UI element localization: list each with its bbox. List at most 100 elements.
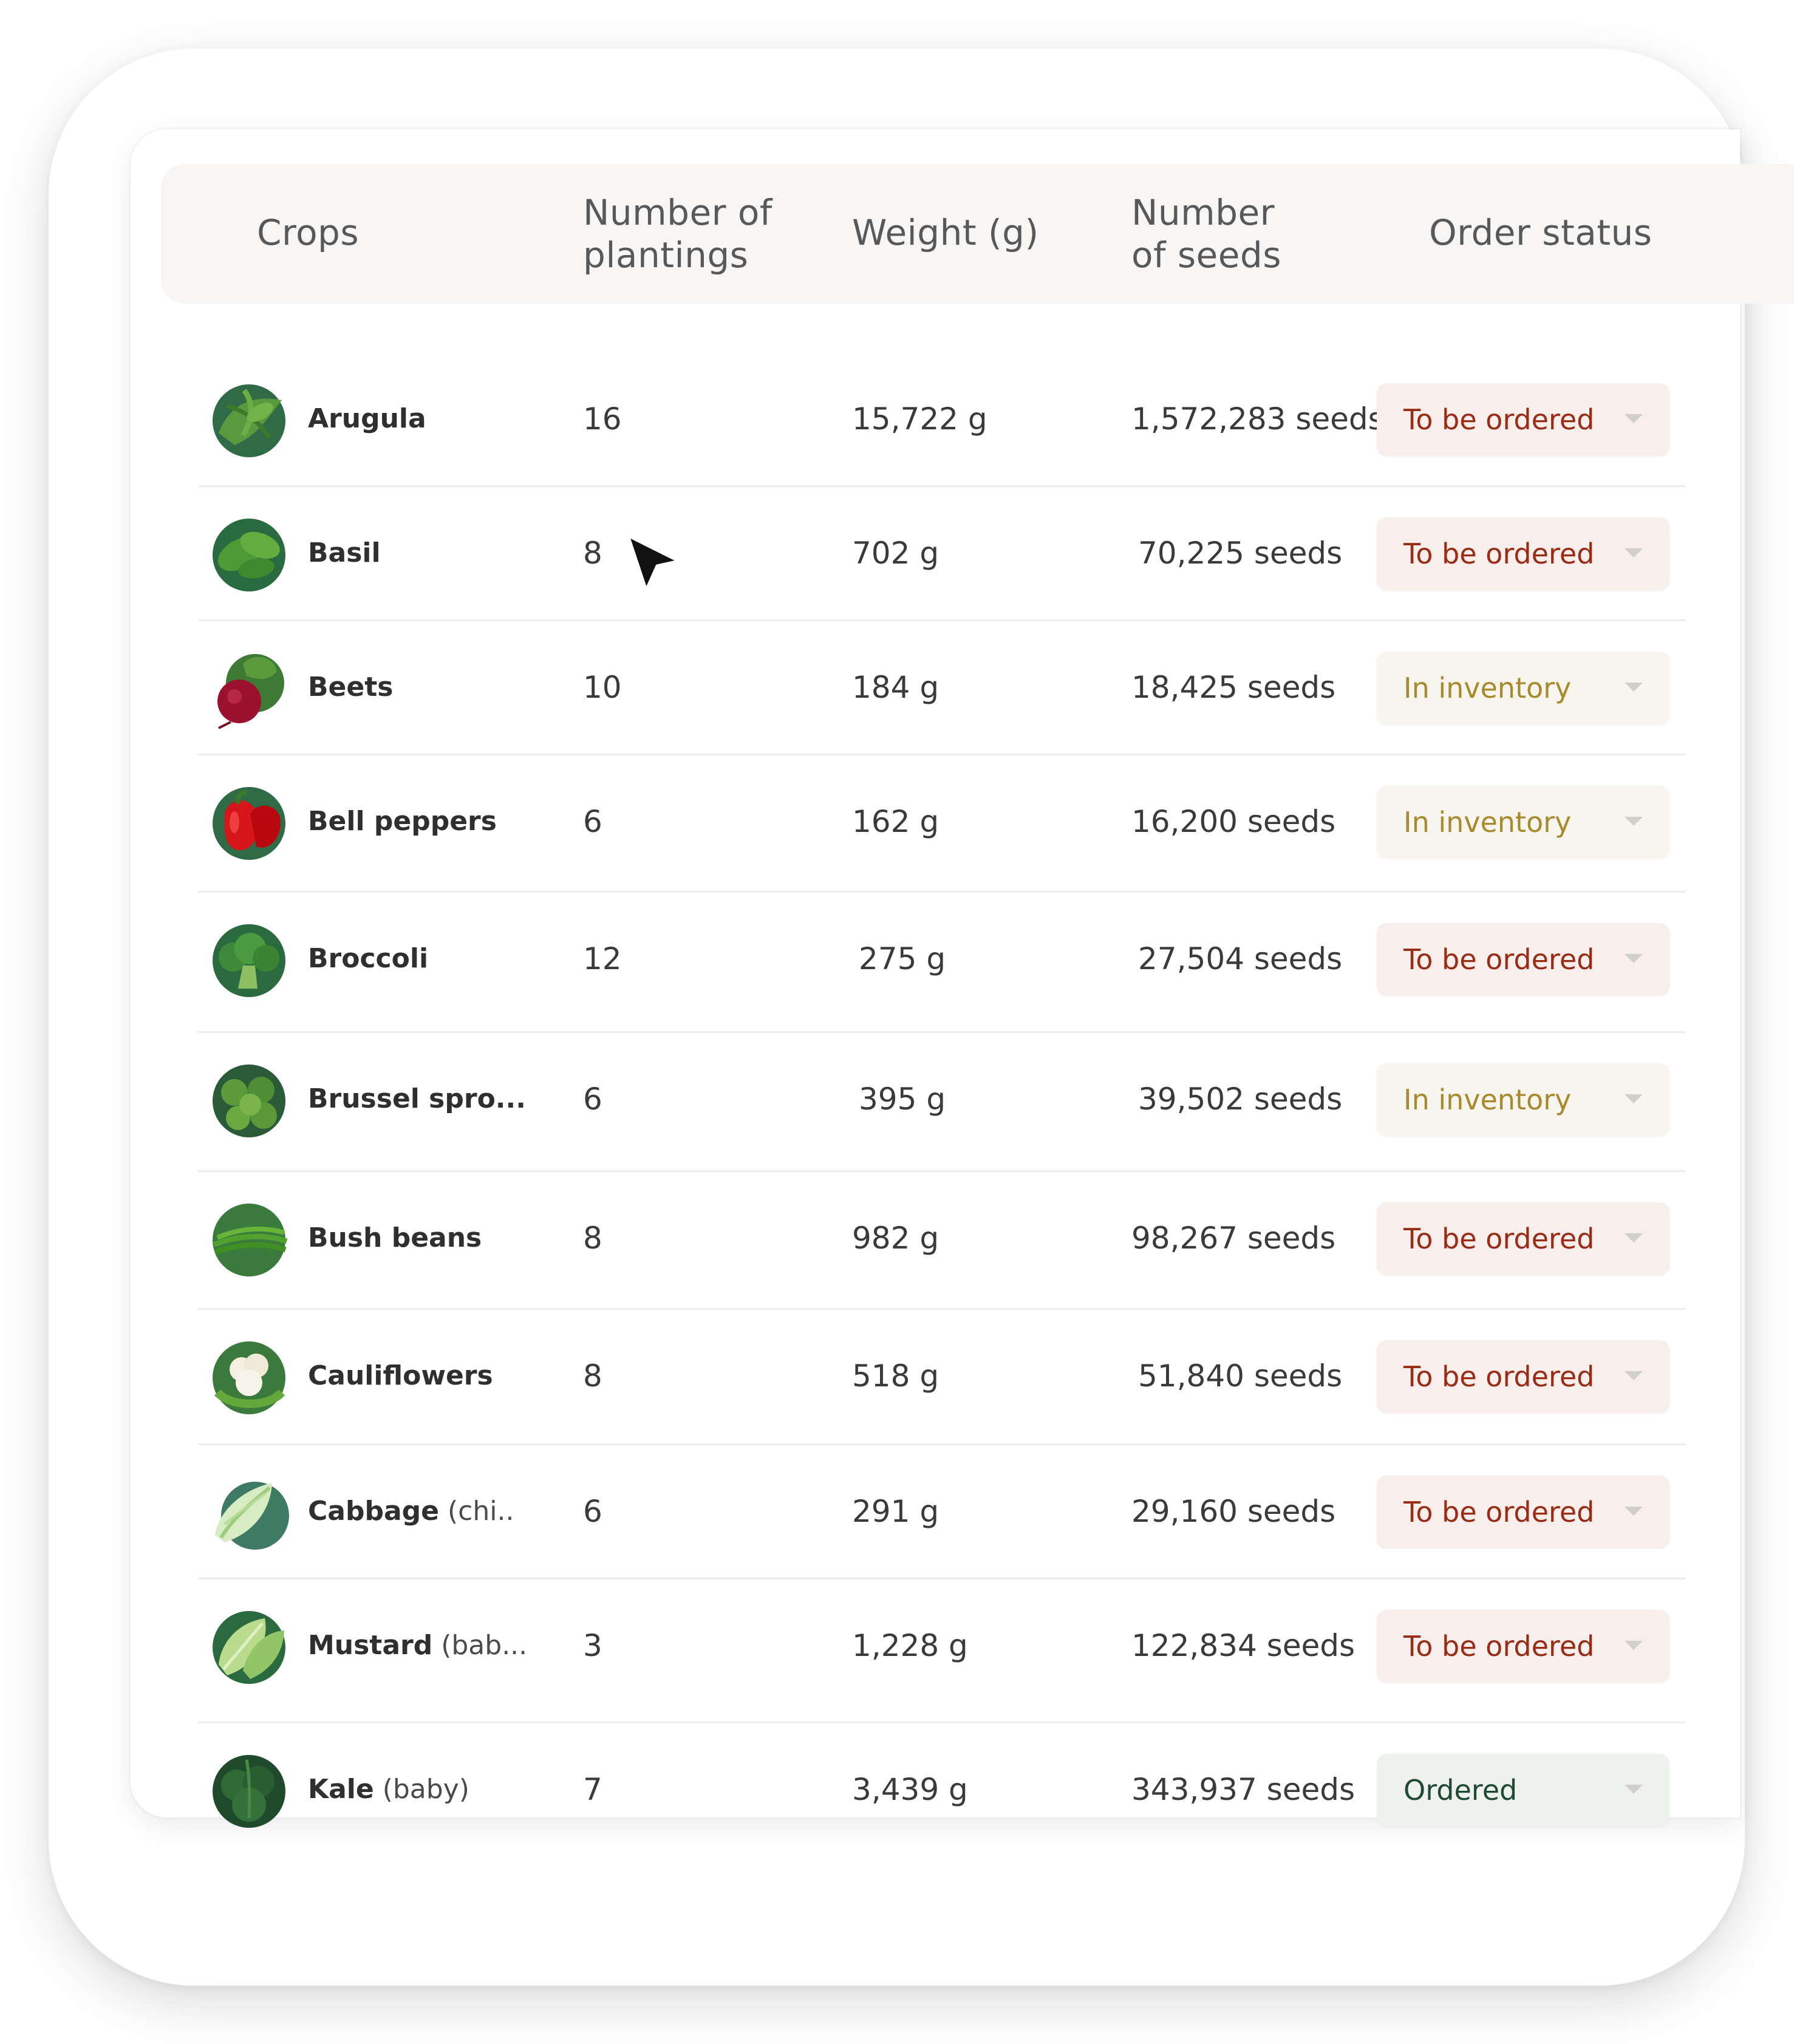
crop-name-main: Broccoli bbox=[308, 943, 429, 974]
crop-name-qualifier: (baby) bbox=[373, 1774, 469, 1805]
row-divider bbox=[198, 619, 1686, 621]
table-row[interactable]: Cauliflowers 8 518 g 51,840 seeds To be orde… bbox=[0, 0, 1794, 1445]
table-row[interactable]: Bush beans 8 982 g 98,267 seeds To be ordere… bbox=[0, 0, 1794, 1310]
order-status-dropdown[interactable]: In inventory bbox=[1377, 652, 1670, 724]
seeds-cell: 51,840 seeds bbox=[1138, 1358, 1343, 1394]
order-status-label: To be ordered bbox=[1403, 403, 1595, 436]
table-row[interactable]: Basil 8 702 g 70,225 seeds To be ordered bbox=[0, 0, 1794, 621]
row-divider bbox=[198, 1170, 1686, 1172]
seeds-cell: 343,937 seeds bbox=[1131, 1772, 1356, 1807]
order-status-label: Ordered bbox=[1403, 1774, 1518, 1807]
crop-name-main: Beets bbox=[308, 672, 394, 703]
plantings-cell: 8 bbox=[583, 536, 602, 571]
arugula-icon bbox=[213, 384, 285, 457]
crop-name[interactable]: Broccoli bbox=[308, 943, 428, 974]
crop-name[interactable]: Brussel spro... bbox=[308, 1083, 526, 1114]
order-status-dropdown[interactable]: To be ordered bbox=[1377, 1202, 1670, 1275]
chevron-down-icon[interactable] bbox=[1625, 1507, 1643, 1516]
chevron-down-icon[interactable] bbox=[1625, 1641, 1643, 1650]
seeds-cell: 122,834 seeds bbox=[1131, 1628, 1356, 1663]
chevron-down-icon[interactable] bbox=[1625, 548, 1643, 557]
crop-name-main: Mustard bbox=[308, 1630, 433, 1661]
crop-name[interactable]: Beets bbox=[308, 672, 393, 703]
seeds-cell: 16,200 seeds bbox=[1131, 804, 1336, 839]
order-status-dropdown[interactable]: To be ordered bbox=[1377, 1476, 1670, 1548]
crop-name[interactable]: Mustard (bab... bbox=[308, 1630, 527, 1661]
order-status-dropdown[interactable]: To be ordered bbox=[1377, 517, 1670, 590]
chevron-down-icon[interactable] bbox=[1625, 1371, 1643, 1380]
beet-icon bbox=[217, 654, 284, 729]
row-divider bbox=[198, 1308, 1686, 1310]
table-row[interactable]: Broccoli 12 275 g 27,504 seeds To be ordered bbox=[0, 0, 1794, 1033]
order-status-dropdown[interactable]: To be ordered bbox=[1377, 923, 1670, 996]
basil-icon bbox=[213, 519, 285, 591]
crop-name[interactable]: Cauliflowers bbox=[308, 1360, 493, 1391]
crop-name-main: Cauliflowers bbox=[308, 1360, 493, 1391]
plantings-cell: 12 bbox=[583, 941, 622, 976]
weight-cell: 702 g bbox=[852, 536, 940, 571]
bush-beans-icon bbox=[213, 1204, 288, 1276]
kale-icon bbox=[213, 1755, 285, 1828]
weight-cell: 162 g bbox=[852, 804, 940, 839]
table-row[interactable]: Beets 10 184 g 18,425 seeds In inventory bbox=[0, 0, 1794, 755]
crop-name-main: Brussel spro... bbox=[308, 1083, 526, 1114]
table-row[interactable]: Mustard (bab... 3 1,228 g 122,834 seeds To b… bbox=[0, 0, 1794, 1723]
order-status-dropdown[interactable]: In inventory bbox=[1377, 786, 1670, 859]
order-status-dropdown[interactable]: To be ordered bbox=[1377, 1340, 1670, 1413]
chevron-down-icon[interactable] bbox=[1625, 817, 1643, 826]
table-row[interactable]: Kale (baby) 7 3,439 g 343,937 seeds Ordered bbox=[0, 0, 1794, 1828]
seeds-cell: 29,160 seeds bbox=[1131, 1494, 1336, 1529]
brussel-sprouts-icon bbox=[213, 1065, 285, 1137]
row-divider bbox=[198, 1578, 1686, 1579]
weight-cell: 395 g bbox=[859, 1082, 946, 1117]
order-status-label: In inventory bbox=[1403, 672, 1572, 704]
table-row[interactable]: Arugula 16 15,722 g 1,572,283 seeds To be or… bbox=[0, 0, 1794, 487]
plantings-cell: 6 bbox=[583, 804, 602, 839]
crop-name[interactable]: Arugula bbox=[308, 403, 426, 434]
row-divider bbox=[198, 1031, 1686, 1033]
plantings-cell: 3 bbox=[583, 1628, 602, 1663]
column-header-crops[interactable]: Crops bbox=[257, 212, 360, 253]
chevron-down-icon[interactable] bbox=[1625, 1094, 1643, 1103]
crop-name[interactable]: Bell peppers bbox=[308, 806, 497, 837]
weight-cell: 3,439 g bbox=[852, 1772, 968, 1807]
weight-cell: 184 g bbox=[852, 670, 940, 705]
column-header-plantings[interactable]: Number of plantings bbox=[583, 191, 773, 276]
crop-name[interactable]: Bush beans bbox=[308, 1222, 482, 1253]
chevron-down-icon[interactable] bbox=[1625, 1785, 1643, 1794]
seeds-cell: 1,572,283 seeds bbox=[1131, 401, 1384, 437]
table-row[interactable]: Bell peppers 6 162 g 16,200 seeds In invento… bbox=[0, 0, 1794, 893]
seeds-cell: 18,425 seeds bbox=[1131, 670, 1336, 705]
column-header-seeds[interactable]: Number of seeds bbox=[1131, 191, 1281, 276]
order-status-label: To be ordered bbox=[1403, 1496, 1595, 1528]
chevron-down-icon[interactable] bbox=[1625, 414, 1643, 423]
crop-name[interactable]: Basil bbox=[308, 537, 381, 568]
chevron-down-icon[interactable] bbox=[1625, 683, 1643, 692]
column-header-order-status[interactable]: Order status bbox=[1429, 212, 1652, 253]
column-header-weight[interactable]: Weight (g) bbox=[852, 212, 1039, 253]
order-status-dropdown[interactable]: To be ordered bbox=[1377, 1610, 1670, 1683]
crop-name[interactable]: Cabbage (chi.. bbox=[308, 1496, 514, 1527]
order-status-dropdown[interactable]: To be ordered bbox=[1377, 383, 1670, 456]
mouse-cursor-icon bbox=[626, 534, 681, 592]
bell-pepper-icon bbox=[213, 787, 285, 860]
crop-name-main: Kale bbox=[308, 1774, 374, 1805]
order-status-dropdown[interactable]: In inventory bbox=[1377, 1063, 1670, 1136]
table-row[interactable]: Brussel spro... 6 395 g 39,502 seeds In inve… bbox=[0, 0, 1794, 1172]
weight-cell: 982 g bbox=[852, 1221, 940, 1256]
column-header-seeds-line2: of seeds bbox=[1131, 234, 1281, 276]
chevron-down-icon[interactable] bbox=[1625, 954, 1643, 963]
order-status-dropdown[interactable]: Ordered bbox=[1377, 1754, 1670, 1827]
table-row[interactable]: Cabbage (chi.. 6 291 g 29,160 seeds To be or… bbox=[0, 0, 1794, 1579]
order-status-label: To be ordered bbox=[1403, 1222, 1595, 1255]
row-divider bbox=[198, 754, 1686, 755]
crop-name-main: Bell peppers bbox=[308, 806, 497, 837]
seeds-cell: 27,504 seeds bbox=[1138, 941, 1343, 976]
weight-cell: 291 g bbox=[852, 1494, 940, 1529]
row-divider bbox=[198, 891, 1686, 893]
plantings-cell: 8 bbox=[583, 1221, 602, 1256]
chevron-down-icon[interactable] bbox=[1625, 1233, 1643, 1242]
column-header-plantings-line1: Number of bbox=[583, 192, 773, 233]
order-status-label: In inventory bbox=[1403, 1083, 1572, 1116]
crop-name[interactable]: Kale (baby) bbox=[308, 1774, 469, 1805]
